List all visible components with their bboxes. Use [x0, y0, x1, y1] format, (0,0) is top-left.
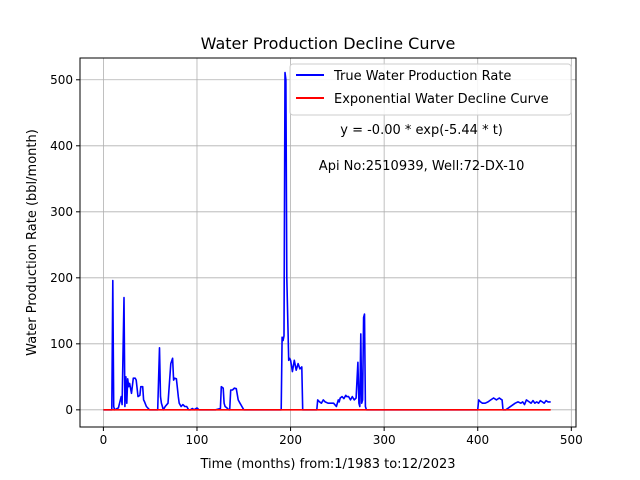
annotations: y = -0.00 * exp(-5.44 * t) Api No:2510939… [319, 123, 525, 174]
y-axis-label: Water Production Rate (bbl/month) [25, 129, 40, 356]
legend-label-exponential: Exponential Water Decline Curve [334, 92, 549, 107]
x-tick-label: 500 [560, 433, 583, 447]
x-tick-label: 400 [466, 433, 489, 447]
plot-frame [79, 57, 577, 428]
legend-box [289, 63, 572, 116]
y-tick-label: 100 [50, 337, 73, 351]
x-axis-label: Time (months) from:1/1983 to:12/2023 [199, 457, 455, 472]
annotation-text: Api No:2510939, Well:72-DX-10 [319, 159, 525, 174]
y-tick-label: 400 [50, 139, 73, 153]
y-tick-label: 200 [50, 271, 73, 285]
legend-label-true-rate: True Water Production Rate [333, 69, 511, 84]
annotation-text: y = -0.00 * exp(-5.44 * t) [340, 123, 503, 138]
x-tick-label: 0 [100, 433, 108, 447]
x-tick-label: 200 [279, 433, 302, 447]
chart-title: Water Production Decline Curve [201, 34, 456, 53]
x-tick-label: 300 [373, 433, 396, 447]
y-tick-label: 300 [50, 205, 73, 219]
axis-ticks: 0 100 200 300 400 500 0 100 200 300 400 500 [50, 73, 583, 447]
y-tick-label: 500 [50, 73, 73, 87]
x-tick-label: 100 [186, 433, 209, 447]
y-tick-label: 0 [65, 403, 73, 417]
legend: True Water Production Rate Exponential W… [289, 63, 572, 116]
grid [80, 58, 576, 427]
series-layer [103, 71, 551, 411]
